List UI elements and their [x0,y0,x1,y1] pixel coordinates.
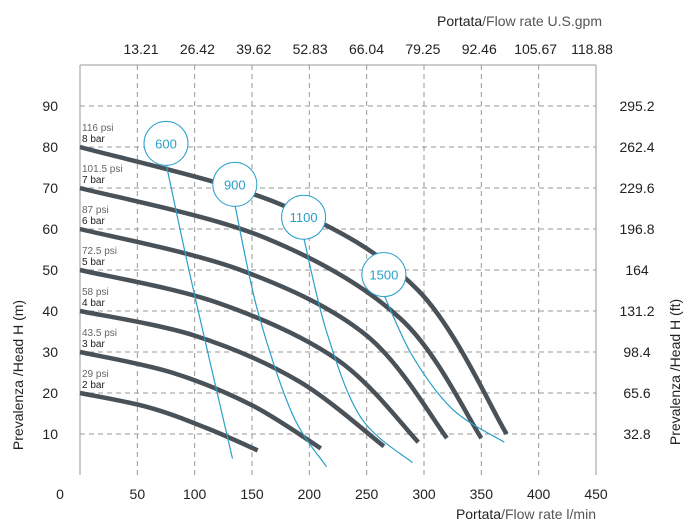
y2-tick-label: 131.2 [619,303,654,319]
x-tick-label: 450 [584,486,608,502]
y2-axis-title: Prevalenza /Head H (ft) [667,299,683,445]
y2-tick-label: 229.6 [619,180,654,196]
x2-axis-title-bold: Portata [437,13,482,29]
y-tick-label: 30 [42,344,58,360]
pressure-label-bar: 2 bar [82,380,105,391]
speed-curve [383,294,505,443]
x2-tick-label: 66.04 [349,41,384,57]
y2-tick-label: 65.6 [623,385,650,401]
pressure-curve [79,390,259,453]
pressure-curve [79,185,484,440]
pressure-curve [79,226,449,440]
pressure-label-psi: 116 psi [82,123,114,134]
x2-axis-title: Portata/Flow rate U.S.gpm [437,13,602,29]
speed-curve [303,237,413,464]
pressure-label-psi: 58 psi [82,287,109,298]
x-axis-title: Portata/Flow rate l/min [456,506,596,522]
x-tick-label: 150 [240,486,264,502]
pressure-label-psi: 43.5 psi [82,328,117,339]
x2-tick-label: 26.42 [180,41,215,57]
x2-tick-label: 13.21 [123,41,158,57]
y-tick-label: 80 [42,139,58,155]
x-tick-label: 400 [527,486,551,502]
y2-tick-label: 196.8 [619,221,654,237]
x-axis-title-rest: /Flow rate l/min [501,506,596,522]
x2-tick-label: 92.46 [462,41,497,57]
pressure-label-psi: 29 psi [82,369,109,380]
x2-tick-label: 79.25 [405,41,440,57]
x2-tick-label: 39.62 [236,41,271,57]
x-tick-label: 100 [183,486,207,502]
speed-label: 1100 [290,210,318,225]
tick-labels: 0 50 100 150 200 250 300 350 400 450 13.21 26.42 39.… [42,41,654,502]
pressure-label-bar: 3 bar [82,339,105,350]
x-tick-label: 300 [412,486,436,502]
y-tick-label: 40 [42,303,58,319]
speed-label-circle [281,194,327,240]
pressure-label-bar: 8 bar [82,134,105,145]
pressure-curve [79,267,420,444]
x-axis-title-bold: Portata [456,506,501,522]
x2-axis-title-rest: /Flow rate U.S.gpm [482,13,602,29]
x-tick-label: 0 [56,486,64,502]
speed-label: 1500 [369,268,398,283]
y-tick-label: 60 [42,221,58,237]
pressure-label-bar: 6 bar [82,216,105,227]
y-tick-label: 10 [42,426,58,442]
y2-tick-label: 295.2 [619,98,654,114]
pressure-label-psi: 101.5 psi [82,164,123,175]
pressure-label-bar: 4 bar [82,298,105,309]
x2-tick-label: 118.88 [571,41,613,57]
x2-tick-label: 105.67 [514,41,557,57]
x-tick-label: 250 [355,486,379,502]
pressure-curve [79,308,386,449]
y-tick-label: 20 [42,385,58,401]
pressure-label-bar: 7 bar [82,175,105,186]
x-tick-label: 50 [130,486,146,502]
y-tick-label: 50 [42,262,58,278]
y2-tick-label: 32.8 [623,426,650,442]
y-axis-title: Prevalenza /Head H (m) [10,300,26,450]
speed-label-circle [143,120,189,166]
speed-curves [165,163,505,468]
y-tick-label: 70 [42,180,58,196]
y2-tick-label: 164 [625,262,649,278]
pressure-curve [79,144,509,436]
pressure-label-psi: 87 psi [82,205,109,216]
speed-label-circle [212,161,258,207]
pressure-label-psi: 72.5 psi [82,246,117,257]
x-tick-label: 200 [298,486,322,502]
y2-tick-label: 98.4 [623,344,650,360]
pressure-label-bar: 5 bar [82,257,105,268]
speed-label: 900 [224,177,246,192]
y2-tick-label: 262.4 [619,139,654,155]
speed-label-circle [361,252,407,298]
pressure-curve [79,349,322,451]
speed-curve [234,204,328,468]
y-tick-label: 90 [42,98,58,114]
x2-tick-label: 52.83 [293,41,328,57]
speed-label: 600 [155,136,177,151]
speed-curve [165,163,234,459]
x-tick-label: 350 [470,486,494,502]
pressure-curves [79,144,509,453]
